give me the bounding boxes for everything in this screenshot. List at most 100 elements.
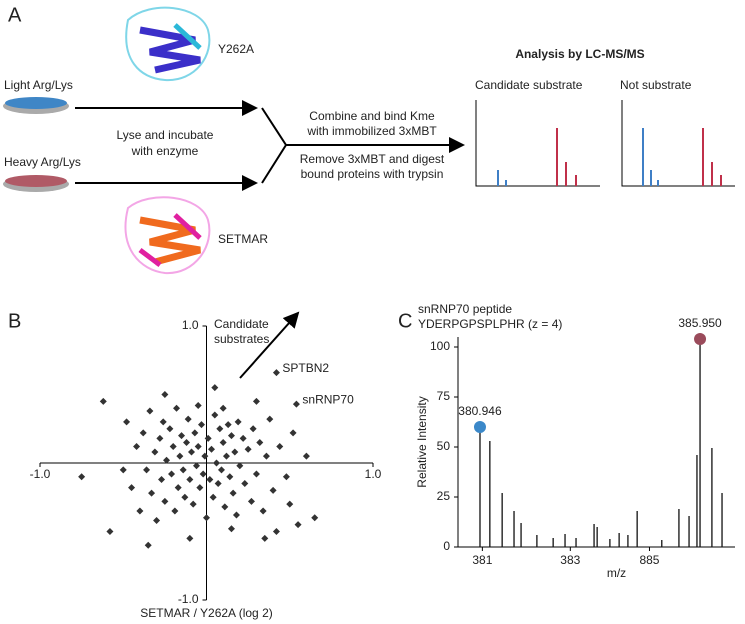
point: [221, 503, 229, 511]
x-tick-label: 383: [560, 553, 580, 567]
point: [184, 415, 192, 423]
point: [252, 470, 260, 478]
point: [188, 448, 196, 456]
point: [292, 400, 300, 408]
point: [272, 369, 280, 377]
y-tick-label: 100: [430, 339, 450, 353]
point: [133, 443, 141, 451]
y-tick-label: 1.0: [182, 318, 199, 332]
peak-marker: [694, 333, 707, 345]
point: [227, 432, 235, 440]
point: [266, 415, 274, 423]
panel-label: A: [8, 4, 22, 26]
x-tick-label: 885: [639, 553, 659, 567]
point: [234, 418, 242, 426]
point: [161, 497, 169, 505]
point: [178, 432, 186, 440]
point: [203, 514, 210, 522]
point: [206, 475, 214, 483]
point: [211, 384, 219, 392]
point: [194, 401, 202, 409]
point: [173, 404, 181, 412]
point: [311, 514, 319, 522]
point: [236, 462, 244, 470]
peak-label: 380.946: [458, 404, 502, 418]
y-tick-label: 0: [443, 539, 450, 553]
point: [174, 484, 182, 492]
point-label: snRNP70: [302, 392, 354, 406]
label: Analysis by LC-MS/MS: [515, 47, 644, 61]
point: [169, 443, 177, 451]
y-tick-label: 25: [437, 489, 451, 503]
label: Y262A: [218, 42, 254, 56]
point: [269, 486, 277, 494]
point: [239, 434, 247, 442]
point: [204, 434, 212, 442]
mini-spectrum: [475, 100, 735, 187]
point: [139, 429, 147, 437]
point: [207, 445, 215, 453]
dish: [5, 97, 67, 109]
panel-label: C: [398, 310, 412, 332]
point: [201, 452, 209, 460]
point: [276, 443, 284, 451]
point: [128, 484, 136, 492]
label: Not substrate: [620, 78, 692, 92]
point: [186, 475, 194, 483]
point: [194, 443, 202, 451]
point: [217, 466, 225, 474]
label: Heavy Arg/Lys: [4, 155, 81, 169]
x-axis-label: SETMAR / Y262A (log 2): [140, 606, 273, 620]
point: [272, 528, 280, 535]
point: [289, 429, 297, 437]
point: [163, 456, 171, 464]
point: [179, 466, 187, 474]
point: [78, 473, 86, 481]
point: [259, 507, 267, 515]
point: [219, 404, 227, 412]
point: [181, 493, 189, 501]
point: [171, 507, 179, 515]
point: [136, 507, 144, 515]
point: [219, 438, 227, 446]
point: [123, 418, 131, 426]
point: [183, 438, 191, 446]
point: [153, 517, 161, 525]
point: [249, 425, 257, 433]
point: [151, 448, 159, 456]
y-tick-label: -1.0: [178, 592, 199, 606]
point: [168, 470, 176, 478]
point: [189, 500, 197, 508]
label: with enzyme: [131, 144, 199, 158]
point: [143, 466, 151, 474]
point: [199, 470, 207, 478]
point: [229, 489, 237, 497]
chart-title: snRNP70 peptide: [418, 302, 512, 316]
point: [244, 445, 252, 453]
x-tick-label: 381: [472, 553, 492, 567]
point: [119, 466, 127, 474]
label: Lyse and incubate: [117, 128, 214, 142]
point: [216, 425, 224, 433]
point: [282, 473, 290, 481]
arrow: [239, 311, 300, 379]
point: [196, 484, 204, 492]
point: [226, 473, 234, 481]
point: [261, 534, 269, 542]
point: [158, 475, 166, 483]
point: [224, 421, 232, 429]
x-tick-label: 1.0: [365, 467, 382, 481]
protein: [124, 196, 211, 275]
point: [146, 407, 154, 415]
panel-label: B: [8, 310, 21, 332]
label: Light Arg/Lys: [4, 78, 73, 92]
annotation: Candidate: [214, 317, 269, 331]
y-tick-label: 75: [437, 389, 451, 403]
point: [186, 534, 194, 542]
point: [166, 425, 174, 433]
peak-label: 385.950: [678, 316, 722, 330]
point: [231, 448, 239, 456]
point: [227, 525, 235, 533]
label: SETMAR: [218, 232, 268, 246]
